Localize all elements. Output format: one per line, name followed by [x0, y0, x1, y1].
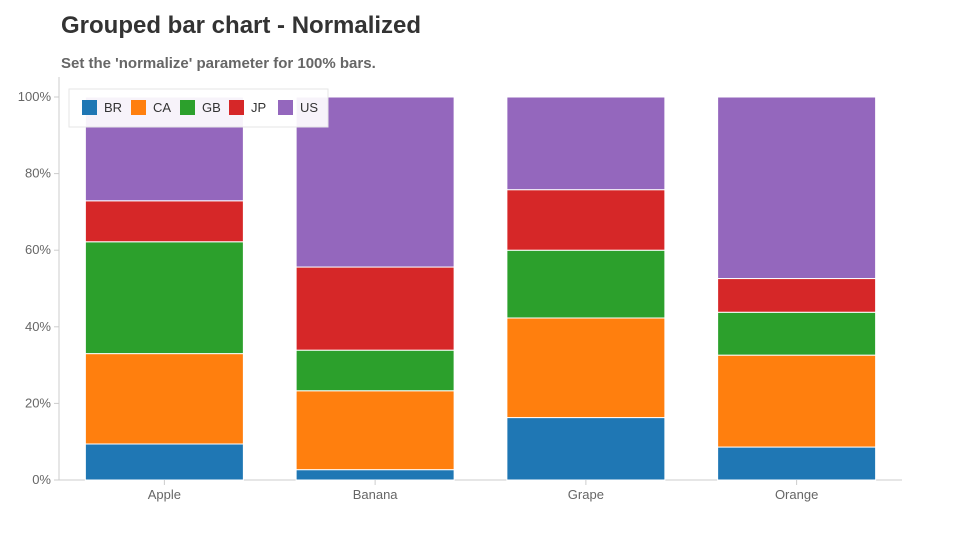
legend-box — [68, 88, 329, 128]
x-tick-label: Apple — [148, 487, 181, 502]
legend-label-ca: CA — [153, 100, 171, 115]
bar-br-grape — [506, 417, 666, 481]
bar-br-orange — [717, 446, 877, 481]
legend-label-jp: JP — [251, 100, 266, 115]
x-tick-label: Grape — [568, 487, 604, 502]
bar-gb-orange — [717, 311, 877, 356]
bar-gb-banana — [295, 349, 455, 392]
bar-gb-apple — [84, 241, 244, 355]
y-tick-label: 80% — [25, 166, 51, 181]
legend-swatch-jp — [229, 100, 244, 115]
legend-swatch-gb — [180, 100, 195, 115]
bar-us-orange — [717, 96, 877, 280]
bar-ca-apple — [84, 353, 244, 445]
chart-title: Grouped bar chart - Normalized — [61, 12, 422, 39]
bar-us-grape — [506, 96, 666, 191]
y-tick-label: 100% — [18, 89, 52, 104]
y-tick-label: 60% — [25, 242, 51, 257]
y-tick-label: 20% — [25, 395, 51, 410]
legend-label-us: US — [300, 100, 318, 115]
legend-label-br: BR — [104, 100, 122, 115]
y-tick-label: 40% — [25, 319, 51, 334]
bar-br-banana — [295, 469, 455, 481]
x-tick-label: Orange — [775, 487, 818, 502]
bar-jp-apple — [84, 200, 244, 243]
bar-br-apple — [84, 443, 244, 481]
x-tick-label: Banana — [353, 487, 399, 502]
bar-gb-grape — [506, 249, 666, 319]
bar-ca-orange — [717, 354, 877, 448]
bar-jp-grape — [506, 189, 666, 251]
y-tick-label: 0% — [32, 472, 51, 487]
legend-swatch-ca — [131, 100, 146, 115]
bar-jp-banana — [295, 266, 455, 351]
bar-ca-grape — [506, 317, 666, 419]
legend-label-gb: GB — [202, 100, 221, 115]
chart-subtitle: Set the 'normalize' parameter for 100% b… — [61, 55, 376, 72]
legend-swatch-us — [278, 100, 293, 115]
bar-ca-banana — [295, 390, 455, 471]
bar-jp-orange — [717, 278, 877, 313]
legend-swatch-br — [82, 100, 97, 115]
